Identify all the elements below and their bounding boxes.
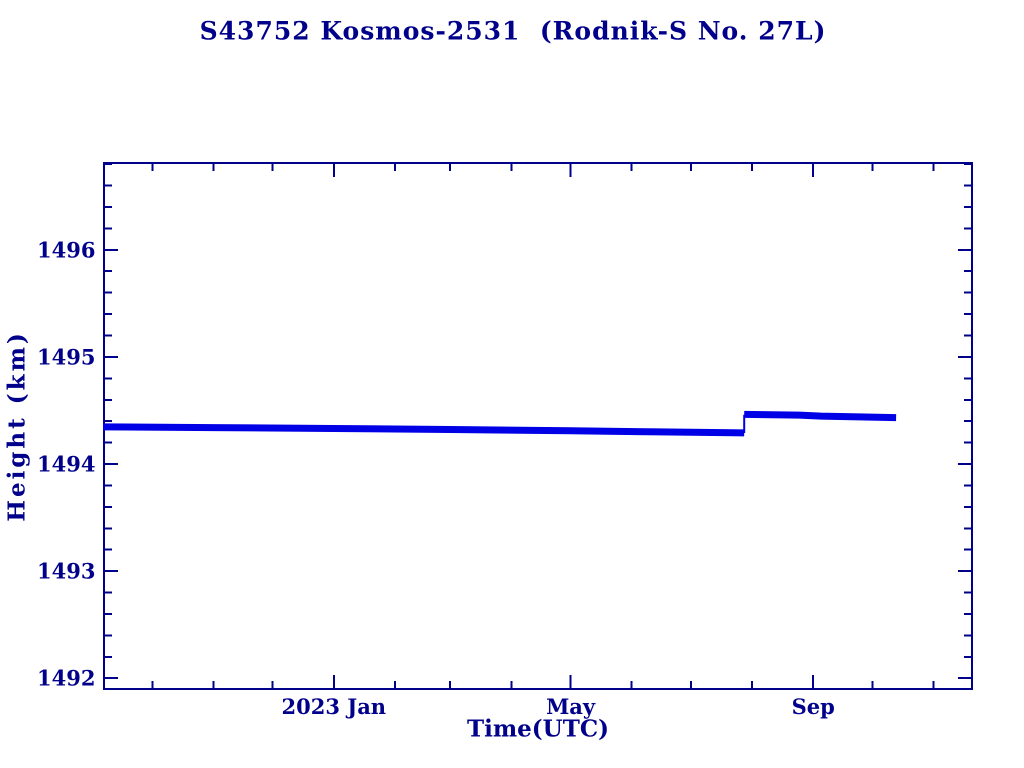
data-line-height-pre-maneuver [103,423,745,437]
x-tick-label: May [546,694,596,719]
y-tick-label: 1492 [37,665,96,691]
x-tick-label: Sep [791,694,835,719]
data-line-height-post-maneuver [744,410,897,422]
plot-area: 1492 1493 1494 1495 1496 2023 Jan May Sep [37,162,973,717]
x-axis-label: Time(UTC) [466,715,610,743]
y-tick-label: 1493 [37,558,96,584]
chart-canvas [103,162,973,690]
y-tick-label: 1495 [37,344,96,370]
y-tick-label: 1496 [37,237,96,263]
chart-title: S43752 Kosmos-2531 (Rodnik-S No. 27L) [199,16,827,46]
y-axis-label: Height (km) [3,330,31,522]
y-tick-label: 1494 [37,451,96,477]
x-tick-label: 2023 Jan [281,694,387,719]
